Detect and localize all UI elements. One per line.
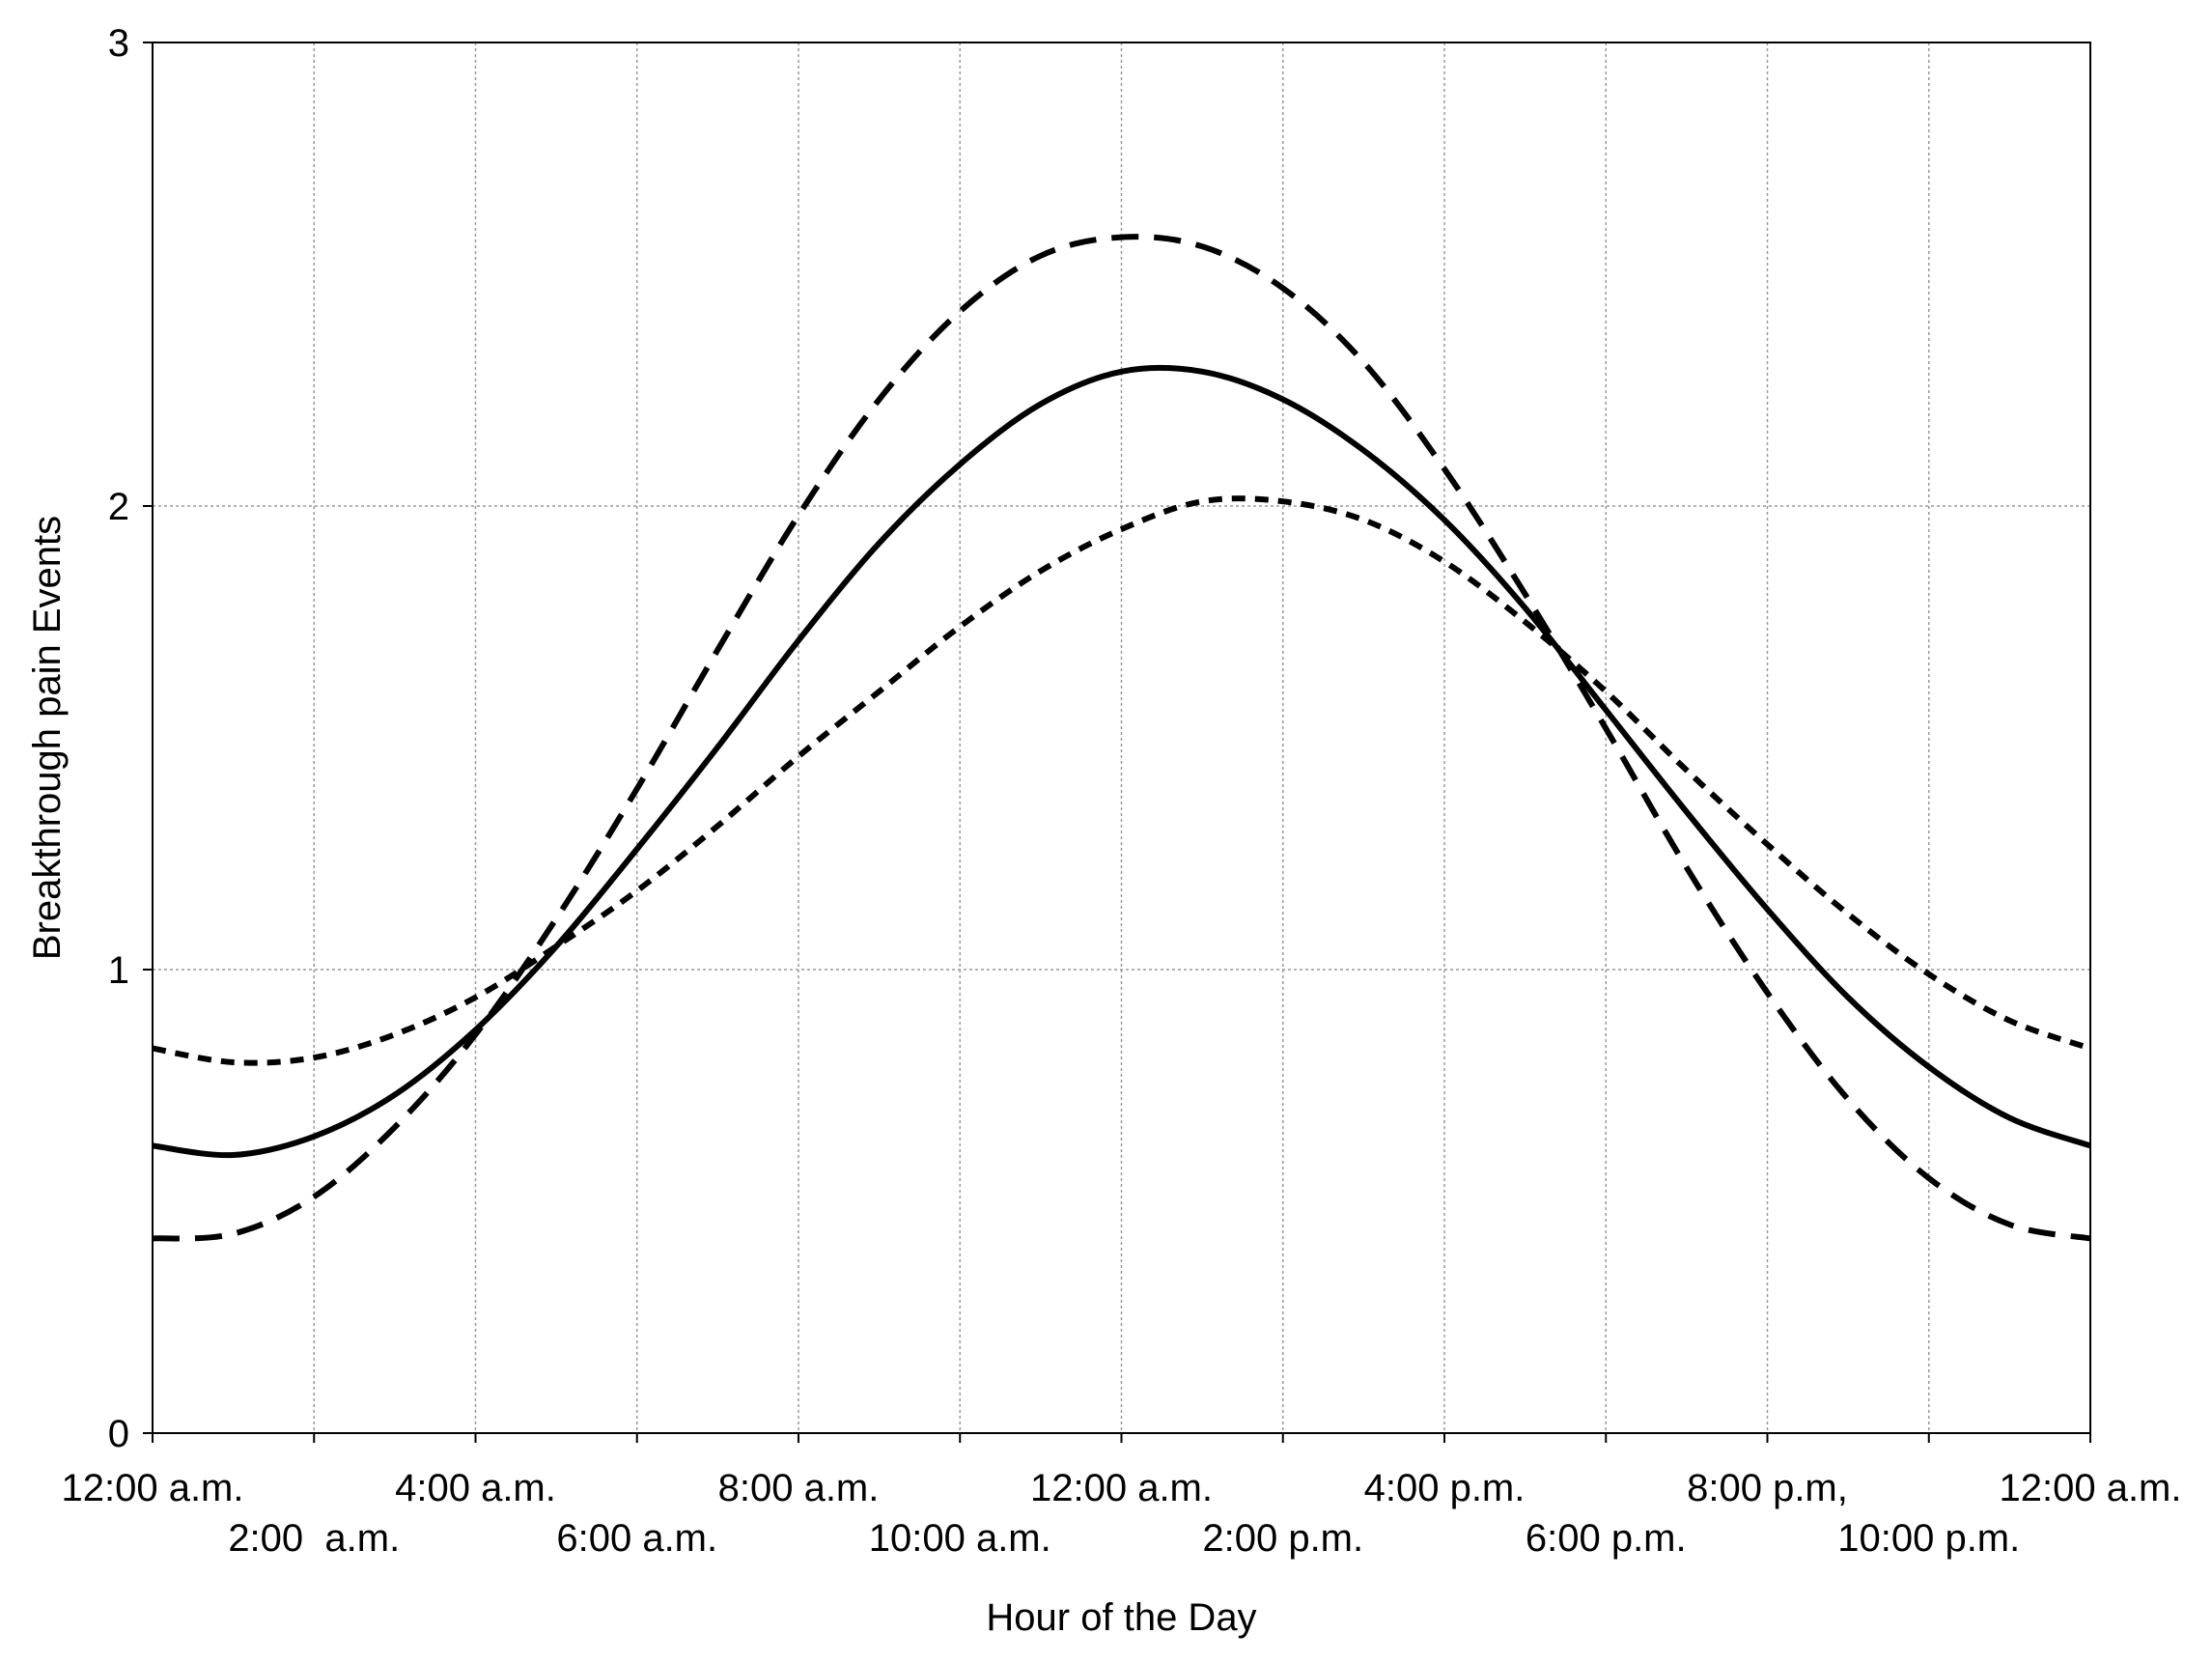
x-tick-label: 4:00 p.m.	[1364, 1467, 1526, 1509]
axis-ticks: 12:00 a.m.2:00 a.m.4:00 a.m.6:00 a.m.8:0…	[61, 22, 2181, 1560]
y-tick-label: 1	[108, 949, 129, 992]
x-tick-label: 2:00 p.m.	[1202, 1517, 1363, 1560]
x-tick-label: 10:00 p.m.	[1837, 1517, 2020, 1560]
series-line-short-dash	[152, 495, 2091, 1066]
y-axis-title: Breakthrough pain Events	[26, 516, 69, 960]
y-tick-label: 3	[108, 22, 129, 65]
x-tick-label: 2:00 a.m.	[228, 1517, 400, 1560]
x-tick-label: 8:00 a.m.	[718, 1467, 880, 1509]
series-line-long-dash	[152, 234, 2091, 1242]
y-tick-label: 2	[108, 486, 129, 528]
x-tick-label: 6:00 p.m.	[1526, 1517, 1687, 1560]
series-lines	[152, 234, 2091, 1242]
x-tick-label: 12:00 a.m.	[1999, 1467, 2181, 1509]
x-tick-label: 12:00 a.m.	[1030, 1467, 1213, 1509]
grid	[153, 42, 2090, 1433]
x-tick-label: 4:00 a.m.	[395, 1467, 556, 1509]
x-axis-title: Hour of the Day	[986, 1596, 1256, 1639]
x-tick-label: 8:00 p.m,	[1687, 1467, 1848, 1509]
y-tick-label: 0	[108, 1413, 129, 1455]
series-line-solid	[152, 364, 2091, 1159]
x-tick-label: 10:00 a.m.	[869, 1517, 1051, 1560]
x-tick-label: 6:00 a.m.	[556, 1517, 717, 1560]
x-tick-label: 12:00 a.m.	[61, 1467, 243, 1509]
